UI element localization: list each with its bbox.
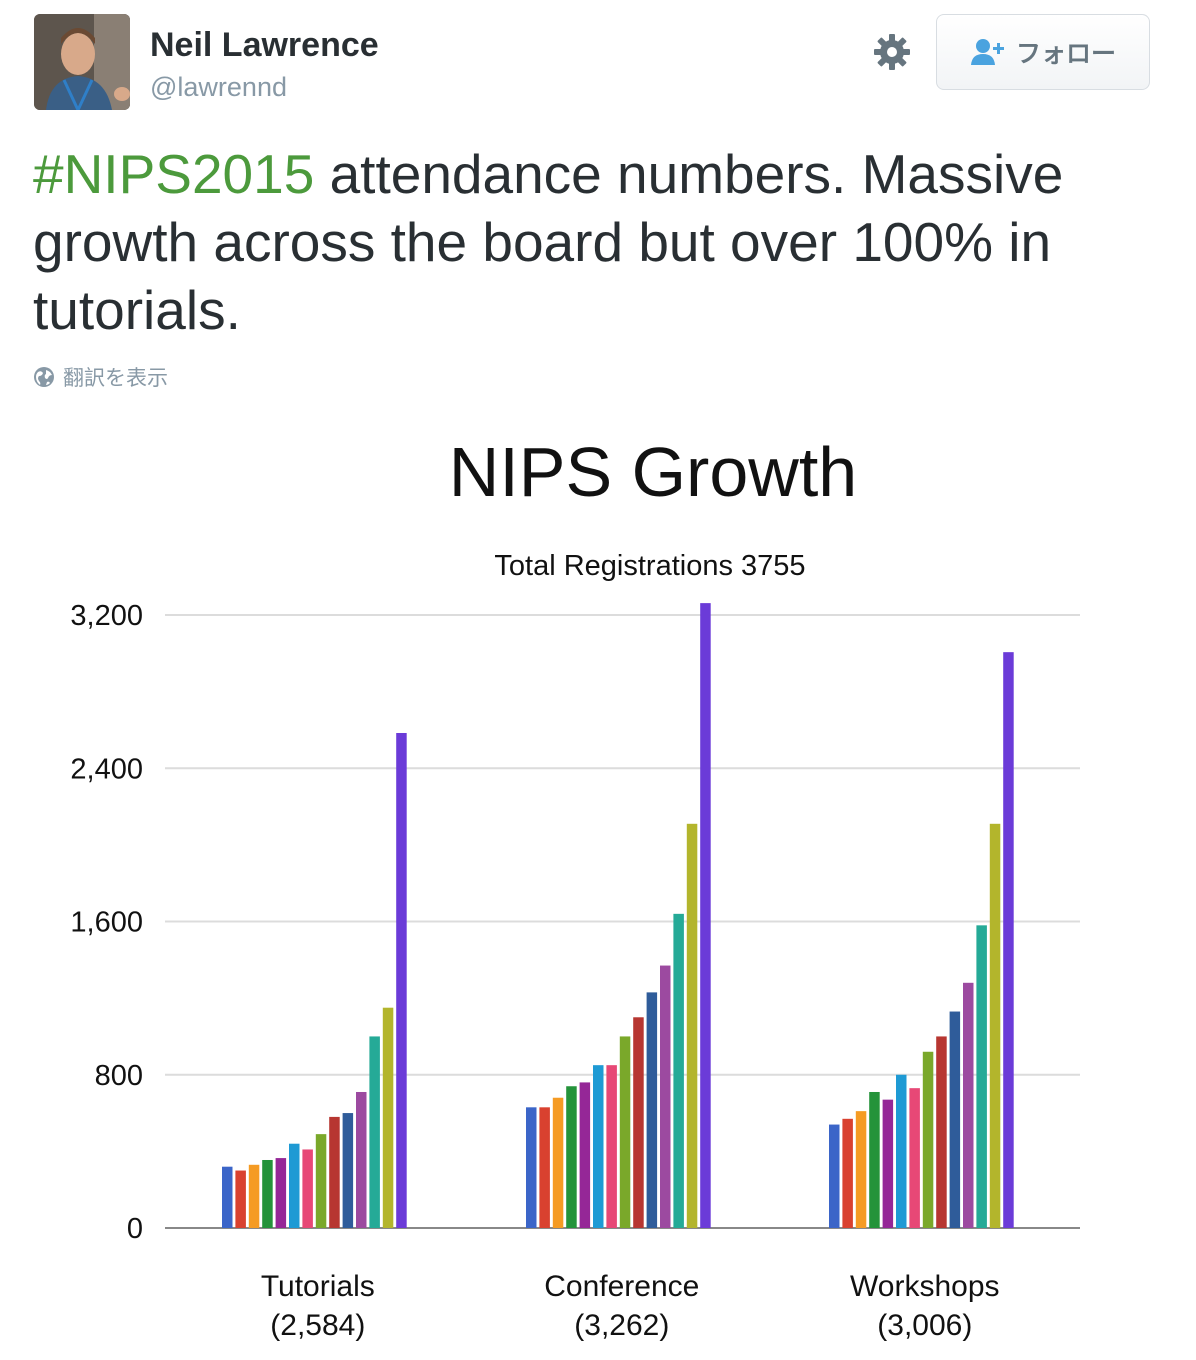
bar bbox=[646, 992, 658, 1228]
bar bbox=[579, 1082, 591, 1228]
bar bbox=[539, 1107, 550, 1228]
bar bbox=[356, 1091, 367, 1228]
bar bbox=[606, 1065, 617, 1228]
add-user-icon bbox=[970, 39, 1004, 65]
bar bbox=[633, 1017, 644, 1228]
bar-chart: 0 800 1,600 2,400 3,200 Tutorials (2,584) Confe… bbox=[70, 600, 1080, 1342]
bar bbox=[700, 603, 711, 1228]
y-tick-label: 0 bbox=[127, 1213, 143, 1245]
chart-subtitle: Total Registrations 3755 bbox=[494, 550, 806, 582]
bar bbox=[342, 1113, 354, 1228]
bar bbox=[526, 1107, 537, 1228]
bar bbox=[949, 1011, 961, 1228]
bar bbox=[660, 965, 671, 1228]
bar bbox=[552, 1097, 564, 1228]
bar bbox=[593, 1065, 604, 1228]
translate-label: 翻訳を表示 bbox=[63, 366, 168, 390]
bar bbox=[842, 1118, 853, 1228]
x-category-label: Workshops bbox=[850, 1270, 1000, 1303]
y-tick-label: 800 bbox=[95, 1060, 143, 1092]
bar bbox=[882, 1099, 894, 1228]
bar bbox=[382, 1007, 394, 1228]
tweet-text: #NIPS2015 attendance numbers. Massive gr… bbox=[33, 140, 1153, 344]
author-handle[interactable]: @lawrennd bbox=[150, 72, 287, 102]
bar bbox=[673, 913, 684, 1228]
chart-title: NIPS Growth bbox=[448, 433, 858, 511]
x-category-total: (3,262) bbox=[574, 1309, 669, 1342]
x-category-label: Conference bbox=[544, 1270, 699, 1303]
x-category-total: (2,584) bbox=[270, 1309, 365, 1342]
y-tick-label: 3,200 bbox=[70, 600, 143, 632]
avatar[interactable] bbox=[34, 14, 130, 110]
x-category-label: Tutorials bbox=[261, 1270, 375, 1303]
globe-icon bbox=[34, 367, 54, 387]
bar bbox=[329, 1116, 340, 1228]
bar bbox=[936, 1036, 947, 1228]
bar bbox=[989, 823, 1001, 1228]
bar bbox=[963, 982, 974, 1228]
bar bbox=[275, 1158, 287, 1228]
bar bbox=[829, 1124, 840, 1228]
chart-image[interactable]: 0 800 1,600 2,400 3,200 Tutorials (2,584) Confe… bbox=[0, 420, 1196, 1360]
translate-link[interactable]: 翻訳を表示 bbox=[33, 362, 168, 392]
bar bbox=[315, 1134, 327, 1228]
bar bbox=[909, 1088, 920, 1228]
bar bbox=[976, 925, 987, 1228]
bar bbox=[262, 1159, 273, 1228]
follow-button[interactable]: フォロー bbox=[936, 14, 1150, 90]
hashtag-link[interactable]: #NIPS2015 bbox=[33, 143, 315, 205]
bar bbox=[222, 1166, 233, 1228]
bar bbox=[922, 1051, 934, 1228]
bar bbox=[289, 1143, 300, 1228]
bar bbox=[896, 1074, 907, 1228]
bar bbox=[1003, 652, 1014, 1228]
bar bbox=[369, 1036, 380, 1228]
author-name[interactable]: Neil Lawrence bbox=[150, 26, 379, 64]
bar bbox=[855, 1111, 867, 1228]
bar bbox=[869, 1091, 880, 1228]
avatar-photo bbox=[34, 14, 130, 110]
bar bbox=[686, 823, 698, 1228]
bar bbox=[302, 1149, 313, 1228]
gear-icon[interactable] bbox=[872, 32, 912, 72]
tweet-body: attendance numbers. Massive growth acros… bbox=[33, 143, 1064, 341]
follow-label: フォロー bbox=[1015, 39, 1116, 68]
bar bbox=[566, 1086, 577, 1228]
bar bbox=[235, 1170, 246, 1228]
bar bbox=[619, 1036, 631, 1228]
bar bbox=[248, 1164, 260, 1228]
bar bbox=[396, 733, 407, 1228]
x-category-total: (3,006) bbox=[877, 1309, 972, 1342]
y-tick-label: 2,400 bbox=[70, 753, 143, 785]
y-tick-label: 1,600 bbox=[70, 907, 143, 939]
